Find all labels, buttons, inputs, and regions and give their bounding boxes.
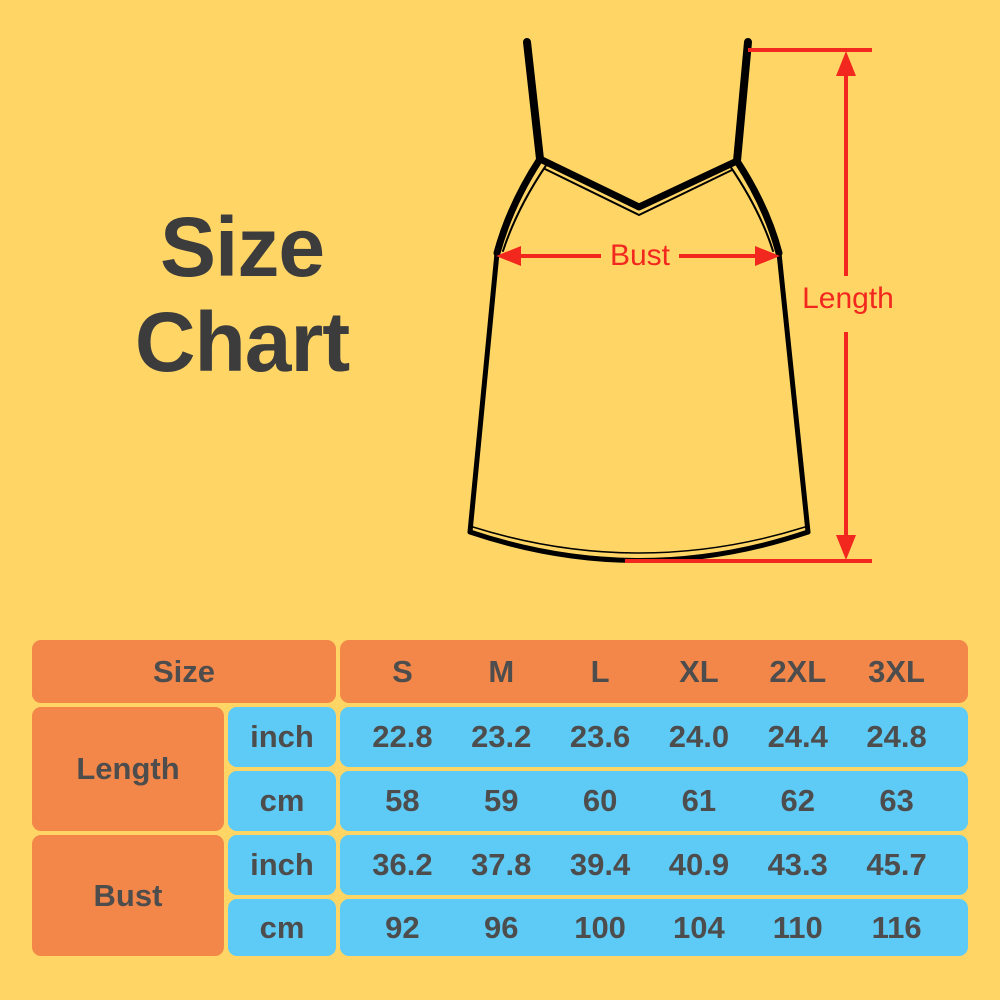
unit-cell-length-cm: cm: [228, 771, 336, 831]
hem-outer: [467, 529, 811, 563]
row-group-label-bust: Bust: [32, 835, 224, 956]
size-col-header: 3XL: [868, 653, 925, 689]
values-row-bust-inch: 36.2 37.8 39.4 40.9 43.3 45.7: [340, 835, 968, 895]
row-group-label-length: Length: [32, 707, 224, 831]
values-row-length-cm: 58 59 60 61 62 63: [340, 771, 968, 831]
bust-arrowhead-right: [755, 246, 780, 266]
left-armhole-inner-seam: [502, 163, 548, 252]
camisole-drawing: [467, 38, 811, 563]
table-value: 37.8: [471, 847, 532, 882]
length-arrowhead-top: [836, 51, 856, 76]
left-strap: [523, 38, 544, 163]
length-arrowhead-bottom: [836, 535, 856, 560]
table-value: 22.8: [372, 719, 433, 754]
table-value: 45.7: [866, 847, 927, 882]
page-title-line1: Size: [159, 200, 325, 294]
table-value: 43.3: [767, 847, 828, 882]
table-value: 24.4: [767, 719, 828, 754]
table-size-header-row: S M L XL 2XL 3XL: [340, 640, 968, 703]
table-value: 59: [484, 783, 519, 818]
left-armhole-outer: [493, 155, 544, 257]
size-col-header: L: [590, 653, 610, 689]
unit-cell-bust-cm: cm: [228, 899, 336, 956]
bust-arrowhead-left: [496, 246, 521, 266]
table-value: 39.4: [569, 847, 631, 882]
table-value: 23.2: [471, 719, 532, 754]
table-value: 23.6: [569, 719, 631, 754]
values-row-bust-cm: 92 96 100 104 110 116: [340, 899, 968, 956]
neckline-inner-seam: [544, 168, 733, 216]
table-value: 60: [582, 783, 618, 818]
table-value: 104: [673, 909, 725, 945]
right-armhole-inner-seam: [729, 165, 774, 252]
bust-dimension-arrow: [496, 246, 780, 266]
table-value: 110: [772, 909, 823, 945]
length-dimension-arrow: [625, 48, 872, 563]
size-col-header: XL: [679, 653, 719, 689]
table-value: 24.8: [866, 719, 927, 754]
size-table: Size S M L XL 2XL 3XL Length inch 22.8 2…: [32, 640, 968, 956]
table-value: 62: [780, 783, 815, 818]
bust-measure-label: Bust: [609, 239, 671, 272]
right-armhole-outer: [733, 157, 783, 257]
unit-cell-bust-inch: inch: [228, 835, 336, 895]
hem-inner-seam: [472, 526, 806, 554]
left-side-seam: [467, 250, 500, 535]
page-title-line2: Chart: [134, 295, 350, 389]
table-value: 63: [879, 783, 914, 818]
table-value: 58: [385, 783, 420, 818]
size-col-header: M: [488, 653, 515, 689]
table-corner-header: Size: [32, 640, 336, 703]
table-value: 40.9: [668, 847, 730, 882]
page-title: Size Chart: [92, 200, 392, 390]
table-value: 116: [871, 909, 922, 945]
length-measure-label: Length: [802, 282, 894, 315]
table-value: 92: [385, 909, 420, 945]
table-value: 61: [681, 783, 717, 818]
table-value: 96: [484, 909, 519, 945]
size-col-header: S: [392, 653, 413, 689]
values-row-length-inch: 22.8 23.2 23.6 24.0 24.4 24.8: [340, 707, 968, 767]
table-value: 24.0: [668, 719, 730, 754]
table-value: 100: [574, 909, 626, 945]
right-side-seam: [776, 250, 811, 535]
neckline-outer: [536, 155, 741, 211]
unit-cell-length-inch: inch: [228, 707, 336, 767]
table-value: 36.2: [372, 847, 433, 882]
right-strap: [733, 38, 752, 165]
size-col-header: 2XL: [769, 653, 827, 689]
